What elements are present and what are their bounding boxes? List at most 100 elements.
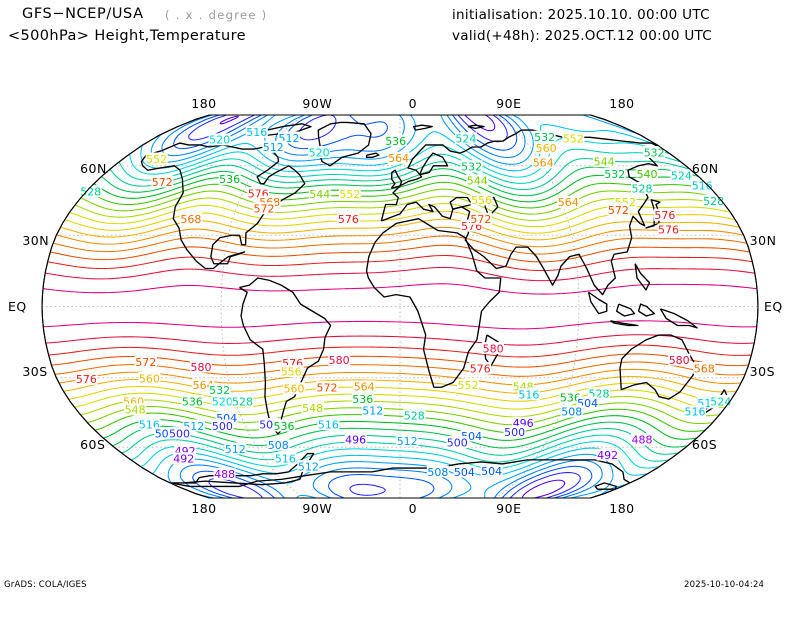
contour-label: 536 — [385, 135, 406, 148]
contour-label: 508 — [427, 466, 448, 479]
contour-label: 552 — [458, 379, 479, 392]
contour-label: 504 — [454, 466, 475, 479]
axis-label-left-3: 30S — [22, 364, 48, 380]
footer-timestamp: 2025-10-10-04:24 — [684, 580, 765, 590]
contour-label: 552 — [146, 153, 167, 166]
axis-label-top-0: 180 — [191, 96, 217, 111]
contour-label: 572 — [135, 356, 156, 369]
contour-label: 576 — [76, 373, 97, 386]
contour-label: 512 — [263, 141, 284, 154]
axis-label-top-1: 90W — [302, 96, 333, 111]
contour-label: 580 — [329, 354, 350, 367]
contour-label: 556 — [281, 365, 302, 378]
contour-label: 580 — [669, 354, 690, 367]
axis-label-right-0: 60N — [691, 160, 719, 176]
contour-label: 556 — [471, 194, 492, 207]
contour-label: 524 — [455, 133, 476, 146]
contour-label: 568 — [694, 362, 715, 375]
contour-label: 568 — [180, 213, 201, 226]
model-title: GFS−NCEP/USA — [22, 6, 144, 22]
axis-label-bottom-2: 0 — [408, 501, 418, 516]
contour-label: 500 — [169, 428, 190, 441]
axis-label-left-1: 30N — [22, 233, 50, 249]
contour-label: 516 — [318, 418, 339, 431]
map-outline — [41, 114, 759, 499]
contour-label: 536 — [352, 393, 373, 406]
contour-label: 560 — [284, 383, 305, 396]
axis-label-right-2: EQ — [764, 298, 783, 314]
contour-label: 512 — [298, 460, 319, 473]
axis-label-bottom-3: 90E — [496, 501, 522, 516]
axis-label-left-4: 60S — [80, 437, 106, 453]
contour-label: 532 — [604, 168, 625, 181]
contour-label: 532 — [534, 131, 555, 144]
contour-label: 524 — [671, 169, 692, 182]
contour-label: 512 — [225, 443, 246, 456]
contour-label: 572 — [608, 204, 629, 217]
contour-label: 552 — [563, 133, 584, 146]
contour-label: 532 — [209, 384, 230, 397]
contour-label: 500 — [212, 420, 233, 433]
contour-label: 536 — [219, 173, 240, 186]
contour-label: 512 — [362, 405, 383, 418]
units-label: ( . x . degree ) — [165, 8, 268, 22]
initialisation-time: initialisation: 2025.10.10. 00:00 UTC — [452, 7, 710, 23]
contour-label: 548 — [302, 402, 323, 415]
contour-label: 572 — [254, 203, 275, 216]
contour-label: 512 — [397, 435, 418, 448]
axis-label-top-2: 0 — [408, 96, 418, 111]
contour-label: 552 — [339, 188, 360, 201]
field-title: <500hPa> Height,Temperature — [8, 28, 246, 44]
contour-label: 564 — [558, 196, 579, 209]
contour-label: 516 — [692, 180, 713, 193]
valid-time: valid(+48h): 2025.OCT.12 00:00 UTC — [452, 28, 713, 44]
contour-label: 560 — [139, 372, 160, 385]
contour-label: 564 — [533, 157, 554, 170]
footer-source: GrADS: COLA/IGES — [4, 580, 87, 590]
contour-label: 500 — [447, 436, 468, 449]
contour-label: 492 — [173, 453, 194, 466]
axis-label-right-4: 60S — [691, 437, 718, 453]
axis-label-bottom-0: 180 — [191, 501, 217, 516]
contour-label: 528 — [632, 182, 653, 195]
contour-label: 528 — [404, 410, 425, 423]
contour-label: 516 — [275, 453, 296, 466]
contour-label: 544 — [467, 175, 488, 188]
contour-label: 508 — [268, 439, 289, 452]
contour-label: 524 — [710, 395, 731, 408]
contour-label: 540 — [637, 168, 658, 181]
axis-label-left-0: 60N — [80, 160, 107, 176]
contour-label: 520 — [209, 134, 230, 147]
contour-label: 564 — [388, 152, 409, 165]
contour-label: 564 — [354, 381, 375, 394]
contour-label: 572 — [317, 382, 338, 395]
contour-label: 520 — [212, 395, 233, 408]
contour-label: 536 — [560, 392, 581, 405]
contour-label: 504 — [481, 465, 502, 478]
contour-label: 544 — [309, 188, 330, 201]
axis-label-left-2: EQ — [8, 298, 27, 314]
contour-label: 536 — [274, 420, 295, 433]
axis-label-top-3: 90E — [496, 96, 522, 111]
contour-label: 536 — [182, 395, 203, 408]
contour-label: 576 — [338, 213, 359, 226]
height-contours — [43, 115, 757, 498]
contour-label: 544 — [594, 156, 615, 169]
axis-label-right-1: 30N — [749, 233, 777, 249]
chart-header: GFS−NCEP/USA ( . x . degree ) <500hPa> H… — [0, 0, 800, 58]
map-plot: 516 520 512 512 520 552 536 536 524 532 552 560 564 5… — [0, 88, 800, 528]
contour-label: 576 — [654, 209, 675, 222]
contour-label: 520 — [309, 146, 330, 159]
contour-label: 576 — [470, 362, 491, 375]
axis-label-bottom-1: 90W — [302, 501, 333, 516]
contour-label: 516 — [518, 388, 539, 401]
contour-label: 572 — [152, 176, 173, 189]
contour-label: 532 — [461, 161, 482, 174]
contour-label: 516 — [685, 406, 706, 419]
contour-label: 508 — [561, 406, 582, 419]
contour-label: 528 — [232, 395, 253, 408]
contour-label: 532 — [644, 146, 665, 159]
contour-label: 528 — [703, 195, 724, 208]
